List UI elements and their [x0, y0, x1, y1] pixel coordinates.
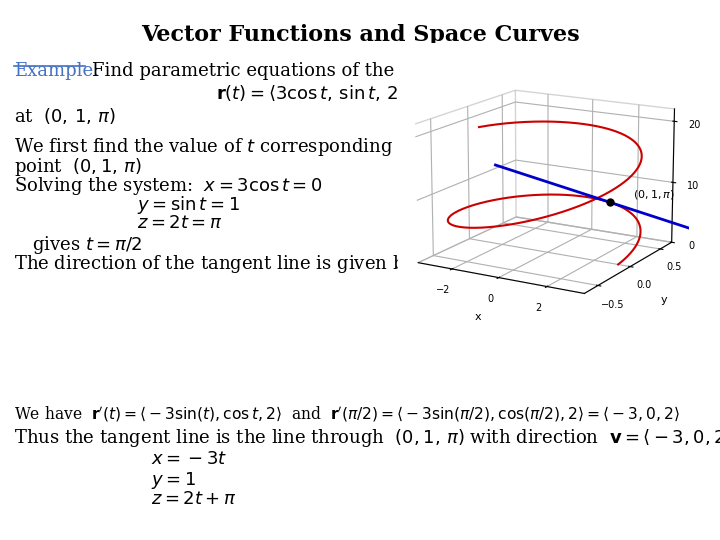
Text: Example:: Example: [14, 62, 99, 80]
Text: point  $(0,1,\, \pi)$: point $(0,1,\, \pi)$ [14, 156, 143, 178]
Text: We have  $\mathbf{r}'(t) = \langle -3\sin(t),\cos t, 2\rangle$  and  $\mathbf{r}: We have $\mathbf{r}'(t) = \langle -3\sin… [14, 404, 680, 423]
Text: gives $t = \pi/2$: gives $t = \pi/2$ [32, 234, 143, 256]
Y-axis label: y: y [661, 295, 667, 305]
Text: at  $(0,\,1,\, \pi)$: at $(0,\,1,\, \pi)$ [14, 106, 117, 126]
Text: Vector Functions and Space Curves: Vector Functions and Space Curves [140, 24, 580, 46]
Text: $z = 2t = \pi$: $z = 2t = \pi$ [137, 214, 222, 232]
X-axis label: x: x [474, 312, 482, 322]
Text: Thus the tangent line is the line through  $(0,1,\,\pi)$ with direction  $\mathb: Thus the tangent line is the line throug… [14, 427, 720, 449]
Text: $y = \sin t = 1$: $y = \sin t = 1$ [137, 194, 240, 217]
Text: Find parametric equations of the tangent line to the helix: Find parametric equations of the tangent… [92, 62, 620, 80]
Text: We first find the value of $t$ corresponding to the: We first find the value of $t$ correspon… [14, 136, 452, 158]
Text: $y = 1$: $y = 1$ [151, 470, 196, 491]
Text: $x = -3t$: $x = -3t$ [151, 450, 228, 468]
Text: The direction of the tangent line is given by  $\mathbf{r}'(\pi/2)$: The direction of the tangent line is giv… [14, 253, 481, 276]
Text: $\mathbf{r}(t) = \langle 3\cos t,\, \sin t,\, 2t \rangle$: $\mathbf{r}(t) = \langle 3\cos t,\, \sin… [216, 84, 413, 103]
Text: $z = 2t + \pi$: $z = 2t + \pi$ [151, 490, 236, 508]
Text: Solving the system:  $x = 3\cos t = 0$: Solving the system: $x = 3\cos t = 0$ [14, 175, 323, 197]
